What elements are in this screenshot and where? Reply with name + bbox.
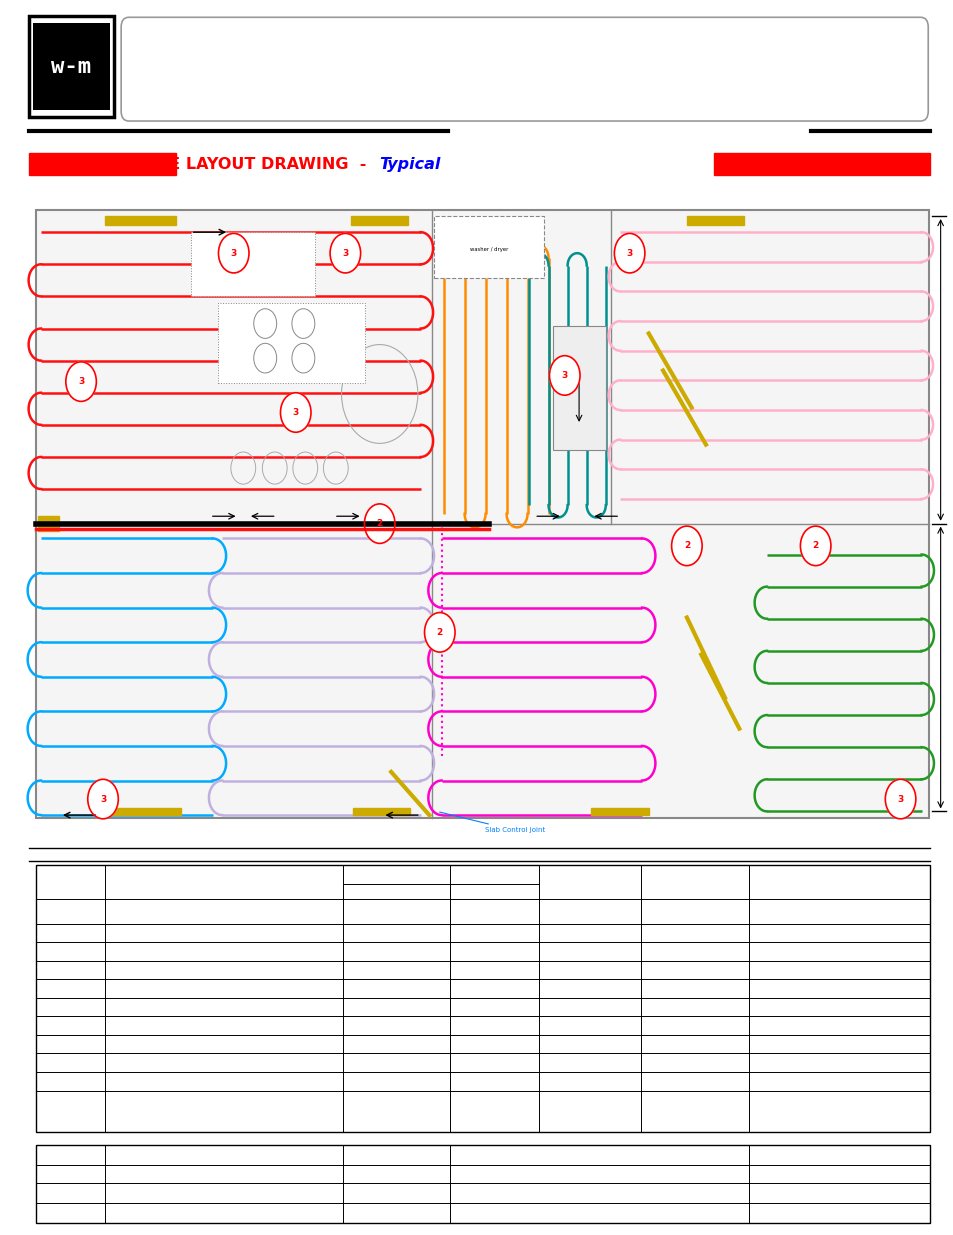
Bar	[434, 216, 543, 278]
Bar	[351, 216, 408, 225]
Circle shape	[424, 613, 455, 652]
Circle shape	[884, 779, 915, 819]
Circle shape	[364, 504, 395, 543]
Text: TUBE LAYOUT DRAWING  -: TUBE LAYOUT DRAWING -	[132, 157, 372, 172]
Text: 3: 3	[897, 794, 902, 804]
Circle shape	[614, 233, 644, 273]
Text: washer / dryer: washer / dryer	[470, 247, 508, 252]
Bar	[353, 808, 410, 815]
Bar	[591, 808, 648, 815]
Bar	[191, 232, 314, 296]
Circle shape	[218, 233, 249, 273]
Bar	[38, 516, 59, 531]
Bar	[105, 216, 176, 225]
Bar	[29, 153, 176, 175]
Text: 3: 3	[342, 248, 348, 258]
Bar	[553, 326, 605, 450]
Bar	[105, 808, 181, 815]
Text: 3: 3	[561, 370, 567, 380]
Text: Slab Control Joint: Slab Control Joint	[439, 813, 544, 834]
Text: 3: 3	[293, 408, 298, 417]
Text: 3: 3	[231, 248, 236, 258]
Text: w-m: w-m	[51, 57, 91, 77]
Text: 3: 3	[78, 377, 84, 387]
Text: 2: 2	[436, 627, 442, 637]
Bar	[29, 16, 114, 117]
Circle shape	[800, 526, 830, 566]
Text: 2: 2	[812, 541, 818, 551]
Text: 3: 3	[626, 248, 632, 258]
Bar	[36, 210, 928, 818]
FancyBboxPatch shape	[121, 17, 927, 121]
Circle shape	[671, 526, 701, 566]
Bar	[217, 303, 365, 383]
Circle shape	[66, 362, 96, 401]
Text: Typical: Typical	[379, 157, 440, 172]
Bar	[36, 864, 929, 1132]
Circle shape	[280, 393, 311, 432]
Circle shape	[88, 779, 118, 819]
Bar	[686, 216, 743, 225]
Bar	[33, 23, 110, 110]
Text: 3: 3	[100, 794, 106, 804]
Bar	[36, 1145, 929, 1223]
Text: 2: 2	[683, 541, 689, 551]
Text: 2: 2	[376, 519, 382, 529]
Circle shape	[549, 356, 579, 395]
Bar	[713, 153, 929, 175]
Circle shape	[330, 233, 360, 273]
